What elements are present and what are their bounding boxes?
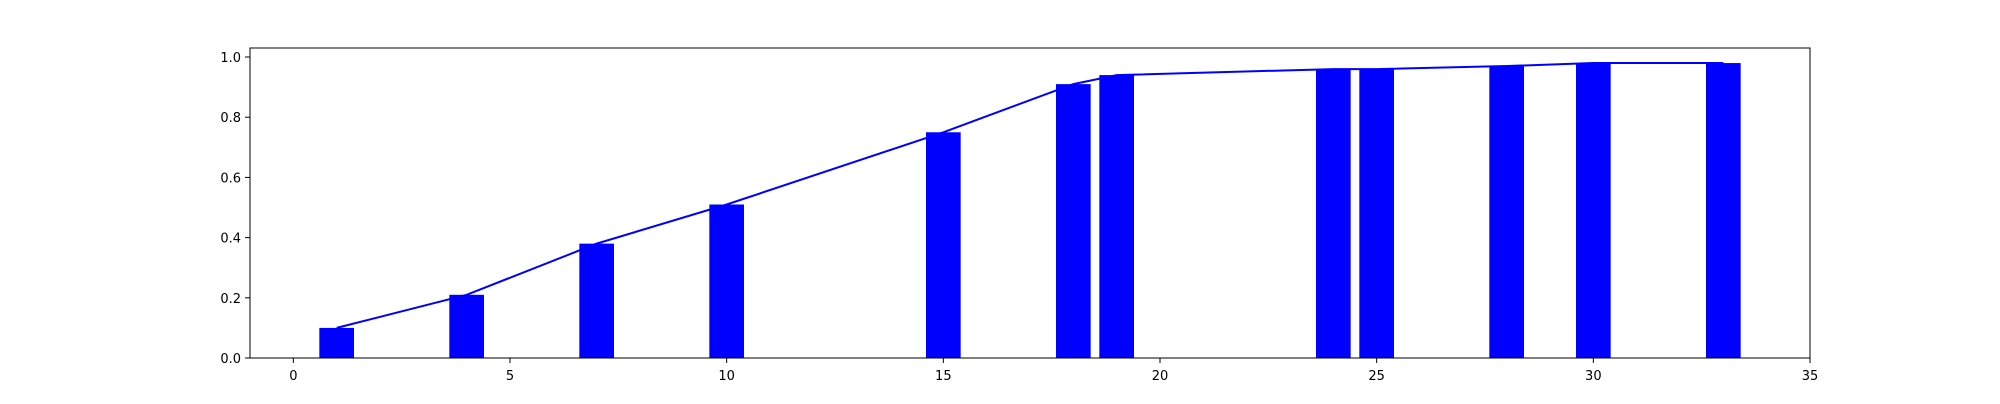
bar [926,132,961,358]
bar [319,327,354,358]
series-line [336,62,1724,329]
y-tick-label: 0.8 [220,111,241,126]
bar [579,243,614,358]
bars-layer [319,63,1741,359]
bar [1489,66,1524,358]
y-tick-label: 0.2 [220,292,241,307]
x-tick-label: 30 [1585,369,1602,384]
x-tick-label: 20 [1152,369,1169,384]
x-tick-label: 0 [289,369,297,384]
x-tick-label: 35 [1802,369,1819,384]
x-tick-label: 10 [718,369,735,384]
bar [1359,69,1394,358]
line-layer [336,62,1724,329]
bar [709,204,744,358]
bar [449,294,484,358]
x-tick-label: 15 [935,369,952,384]
ticks-layer: 0 5 10 15 20 25 30 35 0.0 0.2 0.4 0.6 0.8 1.0 [220,51,1818,384]
axes-layer [249,47,1811,359]
y-tick-label: 0.0 [220,352,241,367]
plot-frame [249,47,1811,359]
bar [1099,75,1134,359]
bar [1056,84,1091,358]
y-tick-label: 1.0 [220,51,241,66]
x-tick-label: 5 [506,369,514,384]
bar [1576,63,1611,358]
bar [1706,63,1741,358]
x-tick-label: 25 [1368,369,1385,384]
y-tick-label: 0.4 [220,232,241,247]
bar [1316,69,1351,358]
y-tick-label: 0.6 [220,171,241,186]
